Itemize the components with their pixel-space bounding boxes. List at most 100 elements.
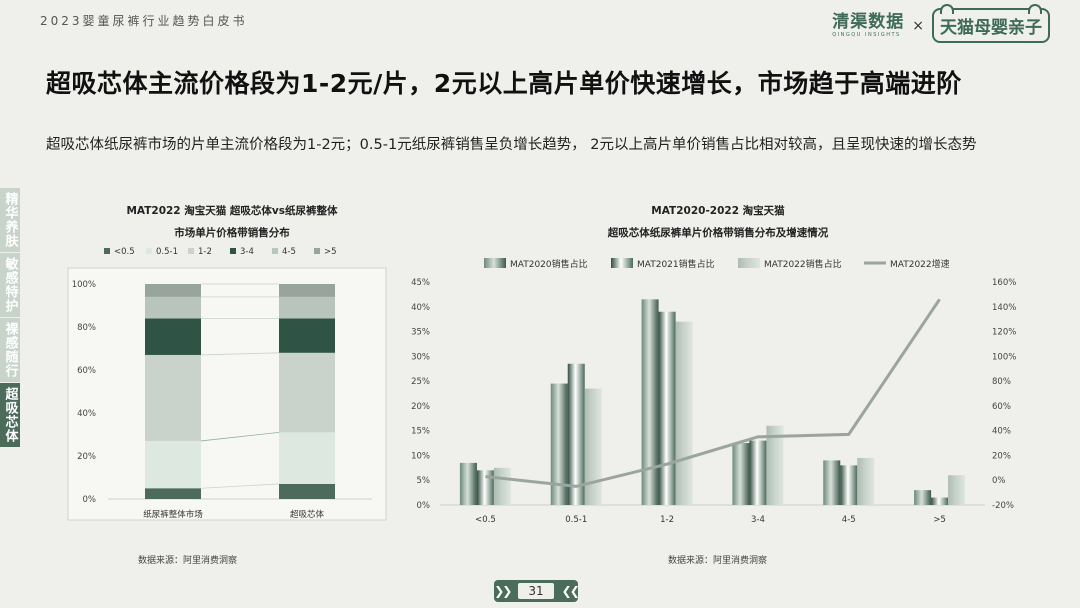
chart2-legend-label: MAT2022销售占比	[764, 258, 842, 270]
chart2-bar	[840, 465, 858, 505]
chart2-bar	[732, 443, 750, 505]
chart2-growth-line	[485, 298, 941, 488]
chart2-bar	[459, 462, 477, 505]
chart1-legend-label: 3-4	[240, 247, 254, 257]
side-tab-2[interactable]: 裸感随行	[0, 318, 20, 383]
chart2-ytick: 10%	[411, 451, 430, 461]
chart2-bar	[476, 470, 494, 505]
chart1-ytick: 100%	[72, 280, 96, 290]
chart2-ytick: 15%	[411, 427, 430, 437]
chart2-legend-swatch	[738, 258, 760, 268]
side-tab-3[interactable]: 超吸芯体	[0, 383, 20, 448]
source-right: 数据来源：阿里消费洞察	[668, 556, 768, 566]
page-number: 31	[518, 583, 554, 599]
chart2-y2tick: 40%	[992, 427, 1011, 437]
qingqu-logo-subtext: QINGQU INSIGHTS	[832, 31, 901, 38]
chart1-legend-swatch	[314, 248, 320, 254]
chart1-panel	[67, 267, 387, 521]
chart1-xtick: 纸尿裤整体市场	[143, 509, 203, 520]
chart2-ytick: 40%	[411, 303, 430, 313]
chart2-ytick: 30%	[411, 352, 430, 362]
page-headline: 超吸芯体主流价格段为1-2元/片，2元以上高片单价快速增长，市场趋于高端进阶	[46, 69, 962, 98]
chart1-legend-label: >5	[324, 247, 337, 257]
chart2-ytick: 20%	[411, 402, 430, 412]
chart2-bar	[766, 425, 784, 505]
chart2-bar	[550, 383, 568, 505]
chart2-ytick: 0%	[417, 501, 431, 511]
logos: 清渠数据 QINGQU INSIGHTS × 天猫母婴亲子	[832, 4, 1050, 43]
chart1-connector	[200, 483, 280, 489]
chart1-connector	[200, 352, 280, 356]
chart1-bar-segment	[279, 284, 335, 297]
chart2-bar	[914, 490, 932, 505]
report-title: 2023婴童尿裤行业趋势白皮书	[40, 14, 248, 28]
chart1-legend-swatch	[230, 248, 236, 254]
chart2-legend-swatch	[484, 258, 506, 268]
chart2-bar	[567, 363, 585, 505]
chart2-y2tick: 0%	[992, 476, 1006, 486]
chart2-title: MAT2020-2022 淘宝天猫	[651, 204, 785, 217]
chart2-bar	[675, 321, 693, 505]
chart1-ytick: 80%	[77, 323, 96, 333]
chart2-legend-label: MAT2022增速	[890, 258, 950, 270]
chart1-ytick: 60%	[77, 366, 96, 376]
page-description: 超吸芯体纸尿裤市场的片单主流价格段为1-2元；0.5-1元纸尿裤销售呈负增长趋势…	[46, 137, 977, 153]
chart2-bar	[493, 467, 511, 505]
chart1-legend-label: 1-2	[198, 247, 212, 257]
chart2-legend-label: MAT2020销售占比	[510, 258, 588, 270]
chart2-legend-swatch	[611, 258, 633, 268]
chart1-bar-segment	[145, 284, 201, 297]
chart2-xtick: >5	[933, 515, 946, 525]
chart2-bar	[948, 475, 966, 505]
chart1-legend-swatch	[272, 248, 278, 254]
chart2-bar	[823, 460, 841, 505]
chart2-legend-label: MAT2021销售占比	[637, 258, 715, 270]
chart1-ytick: 40%	[77, 409, 96, 419]
chart2-bar	[641, 299, 659, 505]
chart1-legend-label: <0.5	[114, 247, 135, 257]
chart2-xtick: <0.5	[475, 515, 496, 525]
tmall-logo: 天猫母婴亲子	[932, 4, 1050, 43]
chart1-xtick: 超吸芯体	[290, 509, 325, 520]
chart1-bar-segment	[279, 352, 335, 433]
chart2-xtick: 3-4	[751, 515, 765, 525]
chart1-legend-swatch	[188, 248, 194, 254]
chart1-bar-segment	[279, 318, 335, 353]
chart2-ytick: 5%	[417, 476, 431, 486]
chart2-y2tick: -20%	[992, 501, 1014, 511]
chart1-bar-segment	[279, 483, 335, 499]
chart1-legend-swatch	[146, 248, 152, 254]
chart2-y2tick: 100%	[992, 352, 1016, 362]
chart2-y2tick: 60%	[992, 402, 1011, 412]
chart1-connector	[200, 431, 280, 442]
chart1-bar-segment	[145, 488, 201, 499]
source-left: 数据来源：阿里消费洞察	[138, 556, 238, 566]
chart1-legend-label: 4-5	[282, 247, 296, 257]
chart2-bar	[658, 311, 676, 505]
chart1-ytick: 20%	[77, 452, 96, 462]
chart2-bar	[931, 497, 949, 505]
side-tab-1[interactable]: 敏感特护	[0, 253, 20, 318]
chart2-y2tick: 20%	[992, 451, 1011, 461]
side-tab-0[interactable]: 精华养肤	[0, 188, 20, 253]
side-tabs: 精华养肤 敏感特护 裸感随行 超吸芯体	[0, 188, 20, 448]
chart2-y2tick: 80%	[992, 377, 1011, 387]
chart2-xtick: 4-5	[842, 515, 856, 525]
chart2-bar	[749, 440, 767, 505]
chart2-xtick: 1-2	[660, 515, 674, 525]
chart2-y2tick: 120%	[992, 328, 1016, 338]
prev-chevron-icon[interactable]: ❯❯	[494, 584, 512, 598]
chart1-title: MAT2022 淘宝天猫 超吸芯体vs纸尿裤整体	[126, 204, 338, 217]
chart1-bar-segment	[145, 354, 201, 441]
chart1-bar-segment	[279, 432, 335, 484]
page-indicator: ❯❯ 31 ❮❮	[494, 580, 580, 602]
qingqu-logo-text: 清渠数据	[832, 11, 905, 32]
chart1-bar-segment	[145, 318, 201, 355]
chart2-ytick: 35%	[411, 328, 430, 338]
chart1-ytick: 0%	[83, 495, 97, 505]
chart2-ytick: 25%	[411, 377, 430, 387]
chart2-subtitle: 超吸芯体纸尿裤单片价格带销售分布及增速情况	[607, 226, 829, 239]
chart2-ytick: 45%	[411, 278, 430, 288]
next-chevron-icon[interactable]: ❮❮	[561, 584, 580, 598]
